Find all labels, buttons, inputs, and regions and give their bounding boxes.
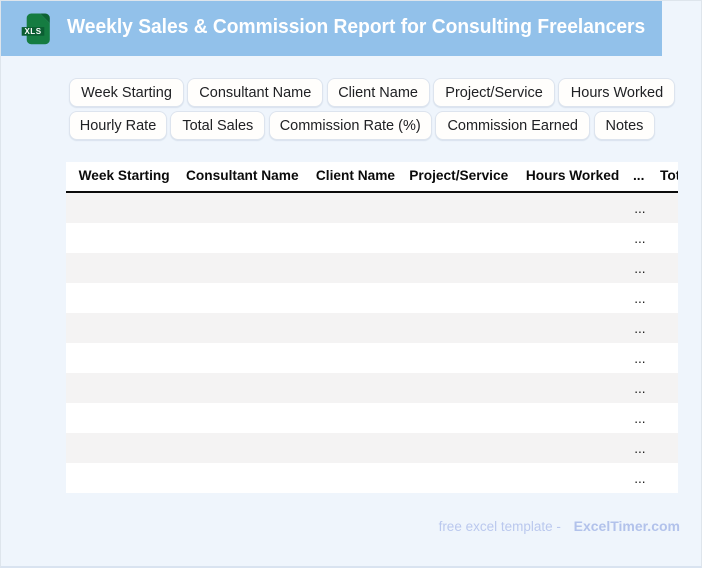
svg-text:XLS: XLS [24, 27, 41, 36]
